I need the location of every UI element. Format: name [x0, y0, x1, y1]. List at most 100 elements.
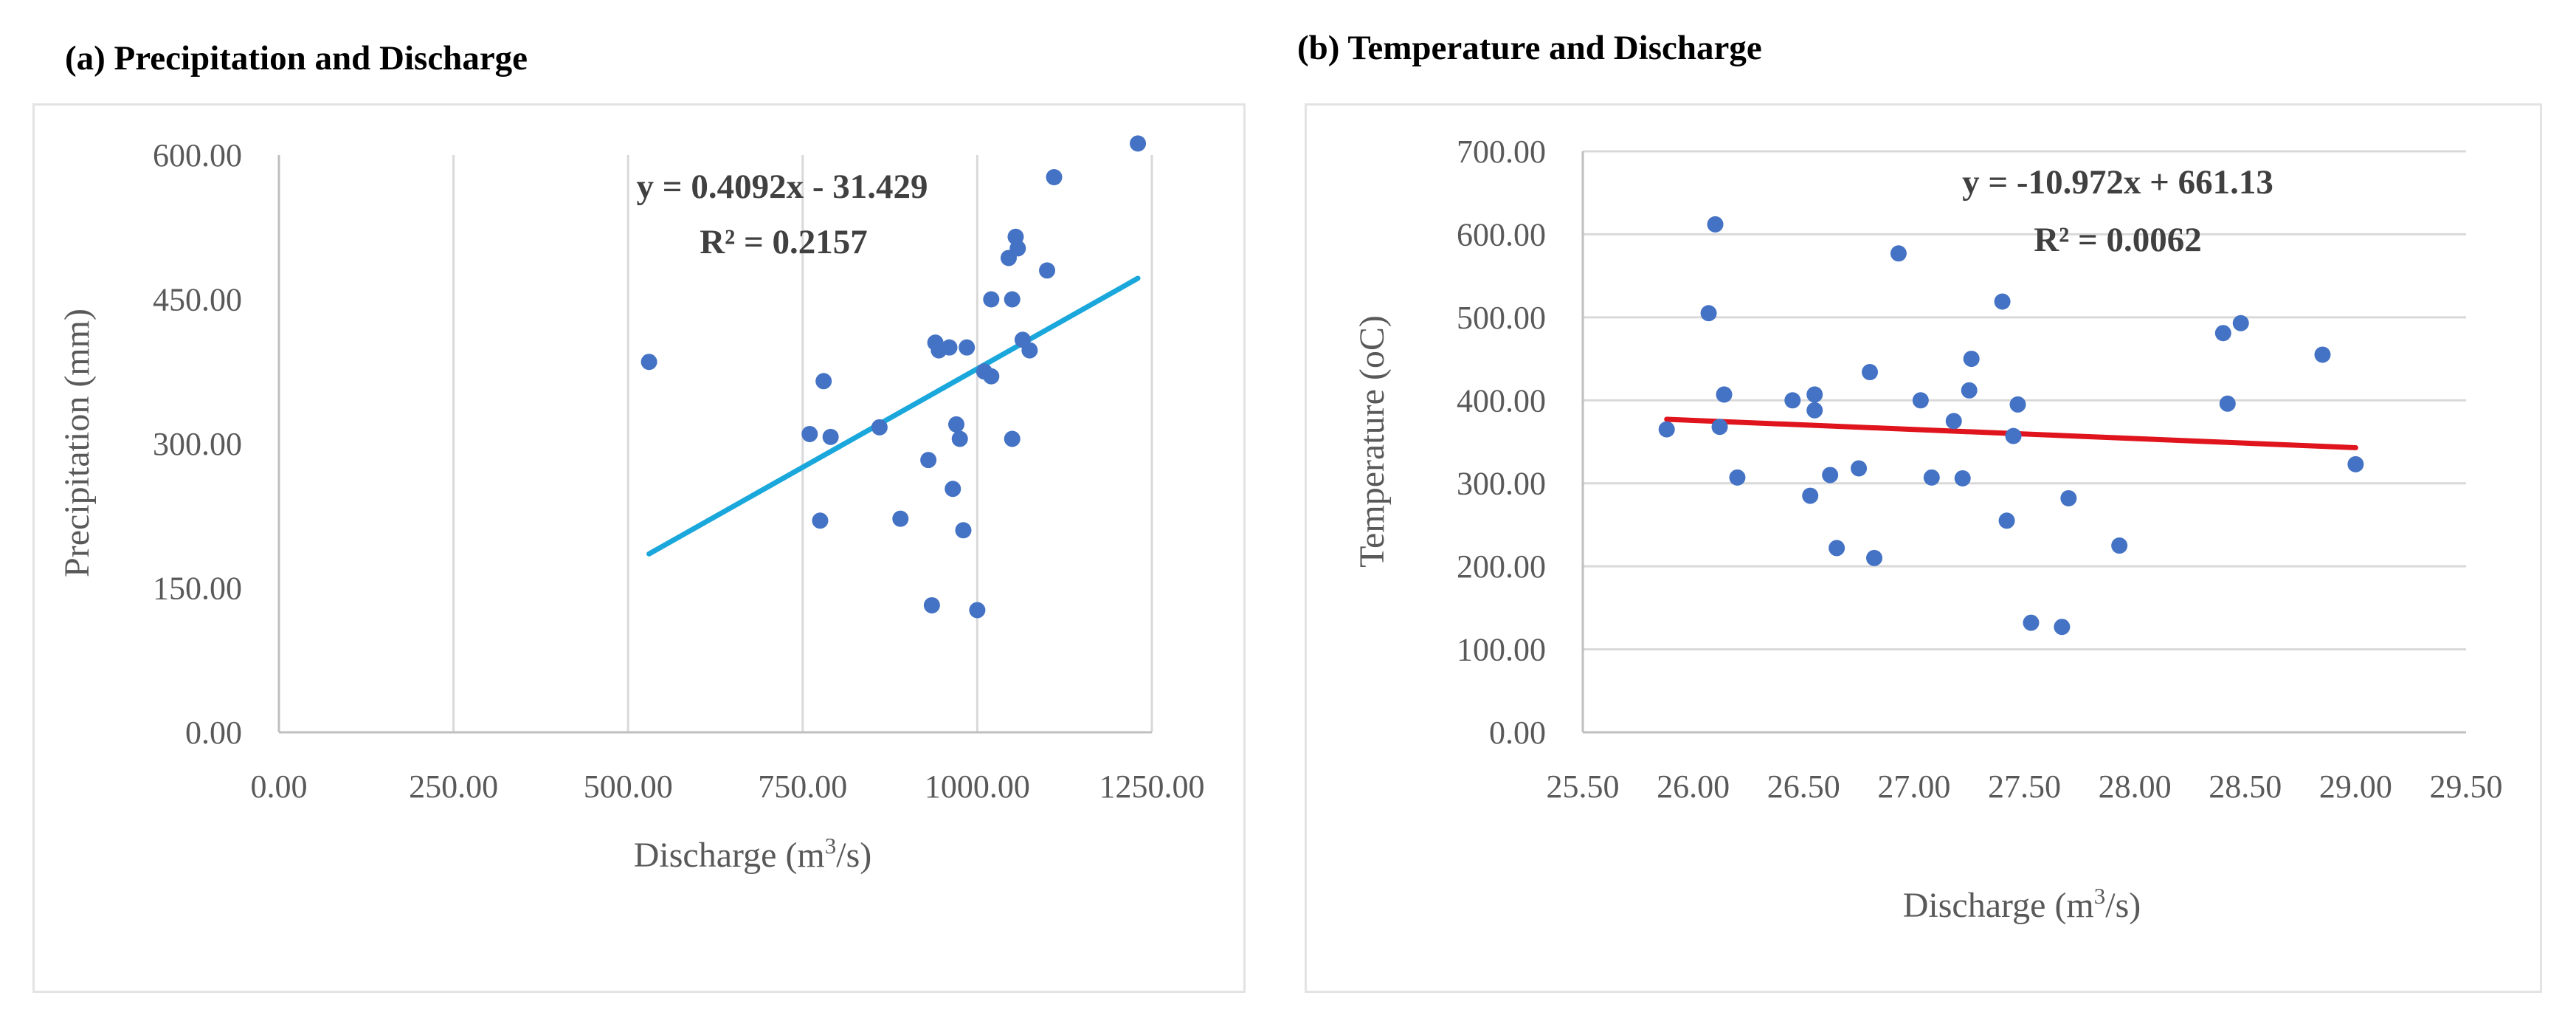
chart-b-y-tick-label: 100.00 — [1457, 632, 1546, 668]
chart-b-data-point — [2314, 346, 2331, 363]
chart-b-data-point — [1700, 305, 1717, 322]
chart-b: 25.50 26.00 26.50 27.00 27.50 28.00 28.50 29.00… — [1353, 134, 2503, 925]
chart-a-data-point — [1009, 240, 1026, 257]
chart-a-data-point — [1021, 342, 1038, 359]
chart-a-y-tick-label: 150.00 — [153, 571, 242, 607]
chart-a-x-tick-label: 1250.00 — [1099, 768, 1205, 805]
chart-a-y-tick-label: 0.00 — [185, 715, 242, 751]
chart-b-data-point — [1862, 364, 1879, 381]
chart-a-data-point — [1004, 291, 1021, 308]
chart-b-frame — [1305, 103, 2542, 993]
chart-a-data-point — [871, 419, 888, 436]
chart-a-data-point — [951, 430, 968, 447]
chart-a-data-point — [1039, 262, 1056, 279]
chart-b-data-point — [1954, 470, 1971, 486]
chart-a-data-point — [969, 602, 986, 619]
chart-a-data-point — [640, 354, 657, 371]
chart-a-frame — [32, 103, 1246, 993]
chart-a-data-point — [923, 596, 940, 613]
chart-b-data-point — [2005, 427, 2022, 444]
chart-b-data-point — [1784, 392, 1801, 409]
chart-b-data-point — [1961, 382, 1978, 399]
chart-b-y-tick-label: 200.00 — [1457, 548, 1546, 585]
chart-b-data-point — [2214, 325, 2231, 342]
chart-a-y-tick-label: 450.00 — [153, 282, 242, 318]
chart-a-data-point — [941, 339, 958, 356]
chart-b-data-point — [1866, 549, 1883, 566]
chart-b-data-point — [1829, 540, 1845, 557]
chart-a-data-point — [812, 512, 829, 529]
chart-b-data-point — [2060, 489, 2077, 506]
chart-a-trendline — [646, 275, 1141, 557]
chart-a-data-point — [1004, 430, 1021, 447]
chart-a-r-squared: R² = 0.2157 — [700, 223, 868, 261]
chart-b-y-tick-label: 600.00 — [1457, 216, 1546, 252]
chart-b-y-tick-label: 0.00 — [1489, 715, 1546, 751]
chart-b-trendline-equation: y = -10.972x + 661.13 — [1962, 163, 2273, 202]
chart-b-x-tick-label: 27.50 — [1988, 768, 2061, 805]
chart-a-y-tick-label: 300.00 — [153, 426, 242, 462]
chart-b-data-point — [1707, 216, 1724, 233]
chart-b-data-point — [1822, 467, 1839, 484]
chart-b-data-point — [2232, 314, 2249, 331]
chart-a-x-axis-title: Discharge (m3/s) — [634, 833, 872, 875]
chart-b-data-point — [1890, 245, 1907, 262]
chart-a-data-point — [892, 510, 909, 527]
chart-b-data-point — [1802, 487, 1819, 504]
chart-b-data-point — [1994, 293, 2011, 310]
chart-b-data-point — [1658, 421, 1675, 438]
chart-b-data-point — [1716, 386, 1733, 403]
chart-a-data-point — [983, 291, 1000, 308]
chart-b-data-point — [1963, 351, 1980, 368]
chart-b-data-point — [1711, 419, 1728, 436]
chart-b-x-tick-label: 29.00 — [2319, 768, 2392, 805]
chart-b-y-axis-title: Temperature (oC) — [1353, 315, 1392, 568]
chart-b-data-point — [1923, 469, 1940, 486]
chart-b-y-tick-label: 400.00 — [1457, 382, 1546, 419]
chart-a: 0.00 250.00 500.00 750.00 1000.00 1250.00 0.00… — [58, 135, 1205, 875]
chart-b-data-point — [2023, 614, 2040, 631]
chart-a-y-tick-label: 600.00 — [153, 137, 242, 173]
chart-a-data-point — [801, 425, 818, 442]
chart-a-data-point — [815, 373, 832, 390]
chart-a-title: (a) Precipitation and Discharge — [65, 39, 528, 78]
chart-b-data-point — [2009, 396, 2026, 413]
chart-a-x-tick-label: 1000.00 — [925, 768, 1030, 805]
chart-a-data-point — [822, 428, 839, 445]
chart-a-data-point — [945, 481, 961, 498]
chart-b-y-tick-label: 300.00 — [1457, 466, 1546, 502]
chart-b-data-point — [1912, 392, 1929, 409]
chart-b-title: (b) Temperature and Discharge — [1297, 29, 1762, 67]
chart-b-x-tick-label: 28.50 — [2209, 768, 2282, 805]
chart-b-data-point — [1851, 460, 1868, 477]
chart-b-x-axis-title: Discharge (m3/s) — [1903, 883, 2141, 925]
chart-b-y-tick-label: 500.00 — [1457, 300, 1546, 336]
chart-a-data-point — [1130, 135, 1147, 152]
chart-b-x-tick-label: 26.00 — [1657, 768, 1730, 805]
chart-b-x-tick-label: 29.50 — [2430, 768, 2503, 805]
chart-b-data-point — [2347, 455, 2364, 472]
chart-a-trendline-equation: y = 0.4092x - 31.429 — [637, 168, 928, 206]
chart-a-data-point — [983, 368, 1000, 385]
chart-b-data-point — [2219, 395, 2236, 412]
chart-b-x-tick-label: 26.50 — [1767, 768, 1840, 805]
chart-a-data-point — [948, 416, 965, 433]
chart-b-r-squared: R² = 0.0062 — [2034, 221, 2202, 259]
chart-a-x-tick-label: 750.00 — [758, 768, 847, 805]
chart-b-data-point — [1945, 413, 1962, 430]
chart-b-x-tick-label: 28.00 — [2099, 768, 2172, 805]
chart-b-x-tick-label: 27.00 — [1877, 768, 1950, 805]
chart-b-y-tick-label: 700.00 — [1457, 134, 1546, 170]
chart-a-x-tick-label: 0.00 — [251, 768, 308, 805]
chart-a-data-point — [959, 339, 976, 356]
chart-a-data-point — [1046, 168, 1063, 185]
chart-a-y-axis-title: Precipitation (mm) — [58, 309, 97, 577]
chart-a-data-point — [955, 522, 972, 539]
chart-b-data-point — [2054, 619, 2071, 636]
chart-b-data-point — [2111, 537, 2128, 554]
chart-b-data-point — [1729, 469, 1746, 486]
chart-a-data-point — [920, 452, 937, 469]
chart-b-data-point — [1998, 512, 2015, 529]
chart-b-x-tick-label: 25.50 — [1547, 768, 1620, 805]
